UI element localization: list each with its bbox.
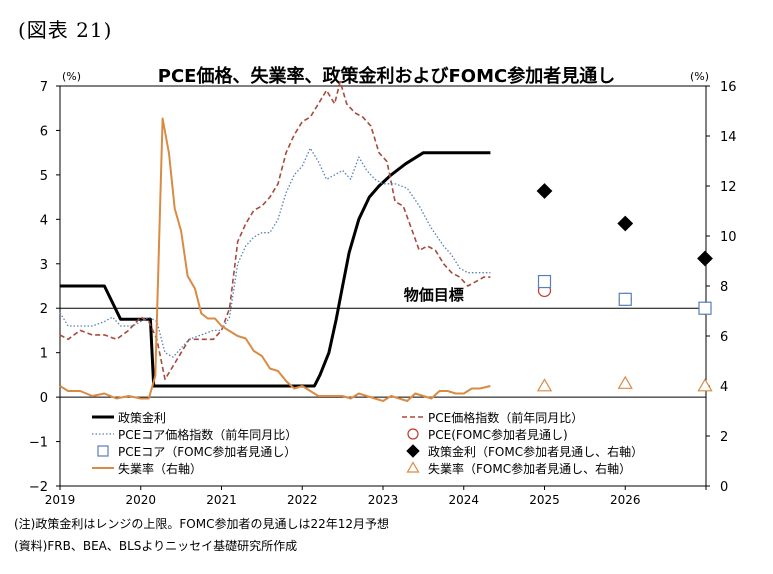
projection-markers (536, 183, 713, 392)
series-line-1 (59, 80, 491, 381)
legend-label-4: PCEコア（FOMC参加者見通し） (118, 444, 296, 459)
legend-label-3: PCE(FOMC参加者見通し) (428, 427, 568, 442)
legend-label-6: 失業率（右軸） (118, 461, 202, 476)
x-tick-label: 2023 (368, 493, 399, 507)
series-line-0 (60, 151, 491, 388)
projection-point-2 (617, 215, 634, 232)
projection-point-3 (617, 375, 633, 389)
footnote-source: (資料)FRB、BEA、BLSよりニッセイ基礎研究所作成 (14, 539, 298, 553)
projection-point-1 (537, 274, 552, 289)
left-axis-unit: (%) (62, 70, 82, 83)
target-label: 物価目標 (404, 286, 464, 304)
x-tick-label: 2026 (610, 493, 641, 507)
projection-point-2 (697, 250, 713, 267)
left-tick-label: −2 (29, 480, 48, 495)
x-tick-label: 2024 (448, 493, 479, 507)
legend-swatch-5 (406, 444, 420, 458)
x-tick-label: 2021 (206, 493, 237, 507)
right-tick-label: 10 (720, 230, 737, 245)
series-line-2 (59, 147, 491, 358)
series-lines (59, 80, 491, 402)
legend-swatch-4 (97, 445, 109, 457)
x-tick-label: 2022 (287, 493, 318, 507)
left-tick-label: 7 (40, 80, 48, 95)
right-tick-label: 14 (720, 130, 737, 145)
left-tick-label: −1 (29, 436, 48, 451)
legend-label-2: PCEコア価格指数（前年同月比） (118, 427, 297, 442)
left-tick-label: 5 (40, 169, 48, 184)
projection-point-3 (536, 378, 553, 392)
right-tick-label: 4 (720, 380, 728, 395)
left-tick-label: 4 (40, 213, 48, 228)
legend: 政策金利 PCE価格指数（前年同月比） PCEコア価格指数（前年同月比） PCE(FO… (92, 410, 643, 476)
left-tick-label: 1 (40, 347, 48, 362)
x-tick-label: 2025 (529, 493, 560, 507)
legend-label-0: 政策金利 (118, 410, 166, 425)
right-tick-label: 16 (720, 80, 737, 95)
projection-point-1 (698, 301, 712, 315)
left-tick-label: 3 (40, 258, 48, 273)
left-tick-label: 0 (40, 391, 48, 406)
right-tick-label: 0 (720, 480, 728, 495)
legend-swatch-3 (407, 428, 419, 440)
series-line-3 (59, 117, 491, 402)
projection-point-1 (618, 292, 632, 306)
legend-label-5: 政策金利（FOMC参加者見通し、右軸） (428, 444, 643, 459)
right-tick-label: 2 (720, 430, 728, 445)
chart-title: PCE価格、失業率、政策金利およびFOMC参加者見通し (157, 66, 616, 87)
left-tick-label: 6 (40, 124, 48, 139)
legend-label-1: PCE価格指数（前年同月比） (428, 410, 583, 425)
right-tick-label: 12 (720, 180, 737, 195)
right-tick-label: 6 (720, 330, 728, 345)
right-tick-label: 8 (720, 280, 728, 295)
legend-swatch-7 (406, 461, 420, 473)
left-tick-label: 2 (40, 302, 48, 317)
projection-point-3 (697, 378, 713, 392)
figure-label: (図表 21) (18, 18, 113, 42)
x-tick-label: 2019 (45, 493, 76, 507)
footnote-note: (注)政策金利はレンジの上限。FOMC参加者の見通しは22年12月予想 (14, 517, 389, 531)
projection-point-2 (536, 183, 553, 199)
right-axis-unit: (%) (690, 70, 710, 83)
x-tick-label: 2020 (125, 493, 156, 507)
legend-label-7: 失業率（FOMC参加者見通し、右軸） (428, 461, 631, 476)
